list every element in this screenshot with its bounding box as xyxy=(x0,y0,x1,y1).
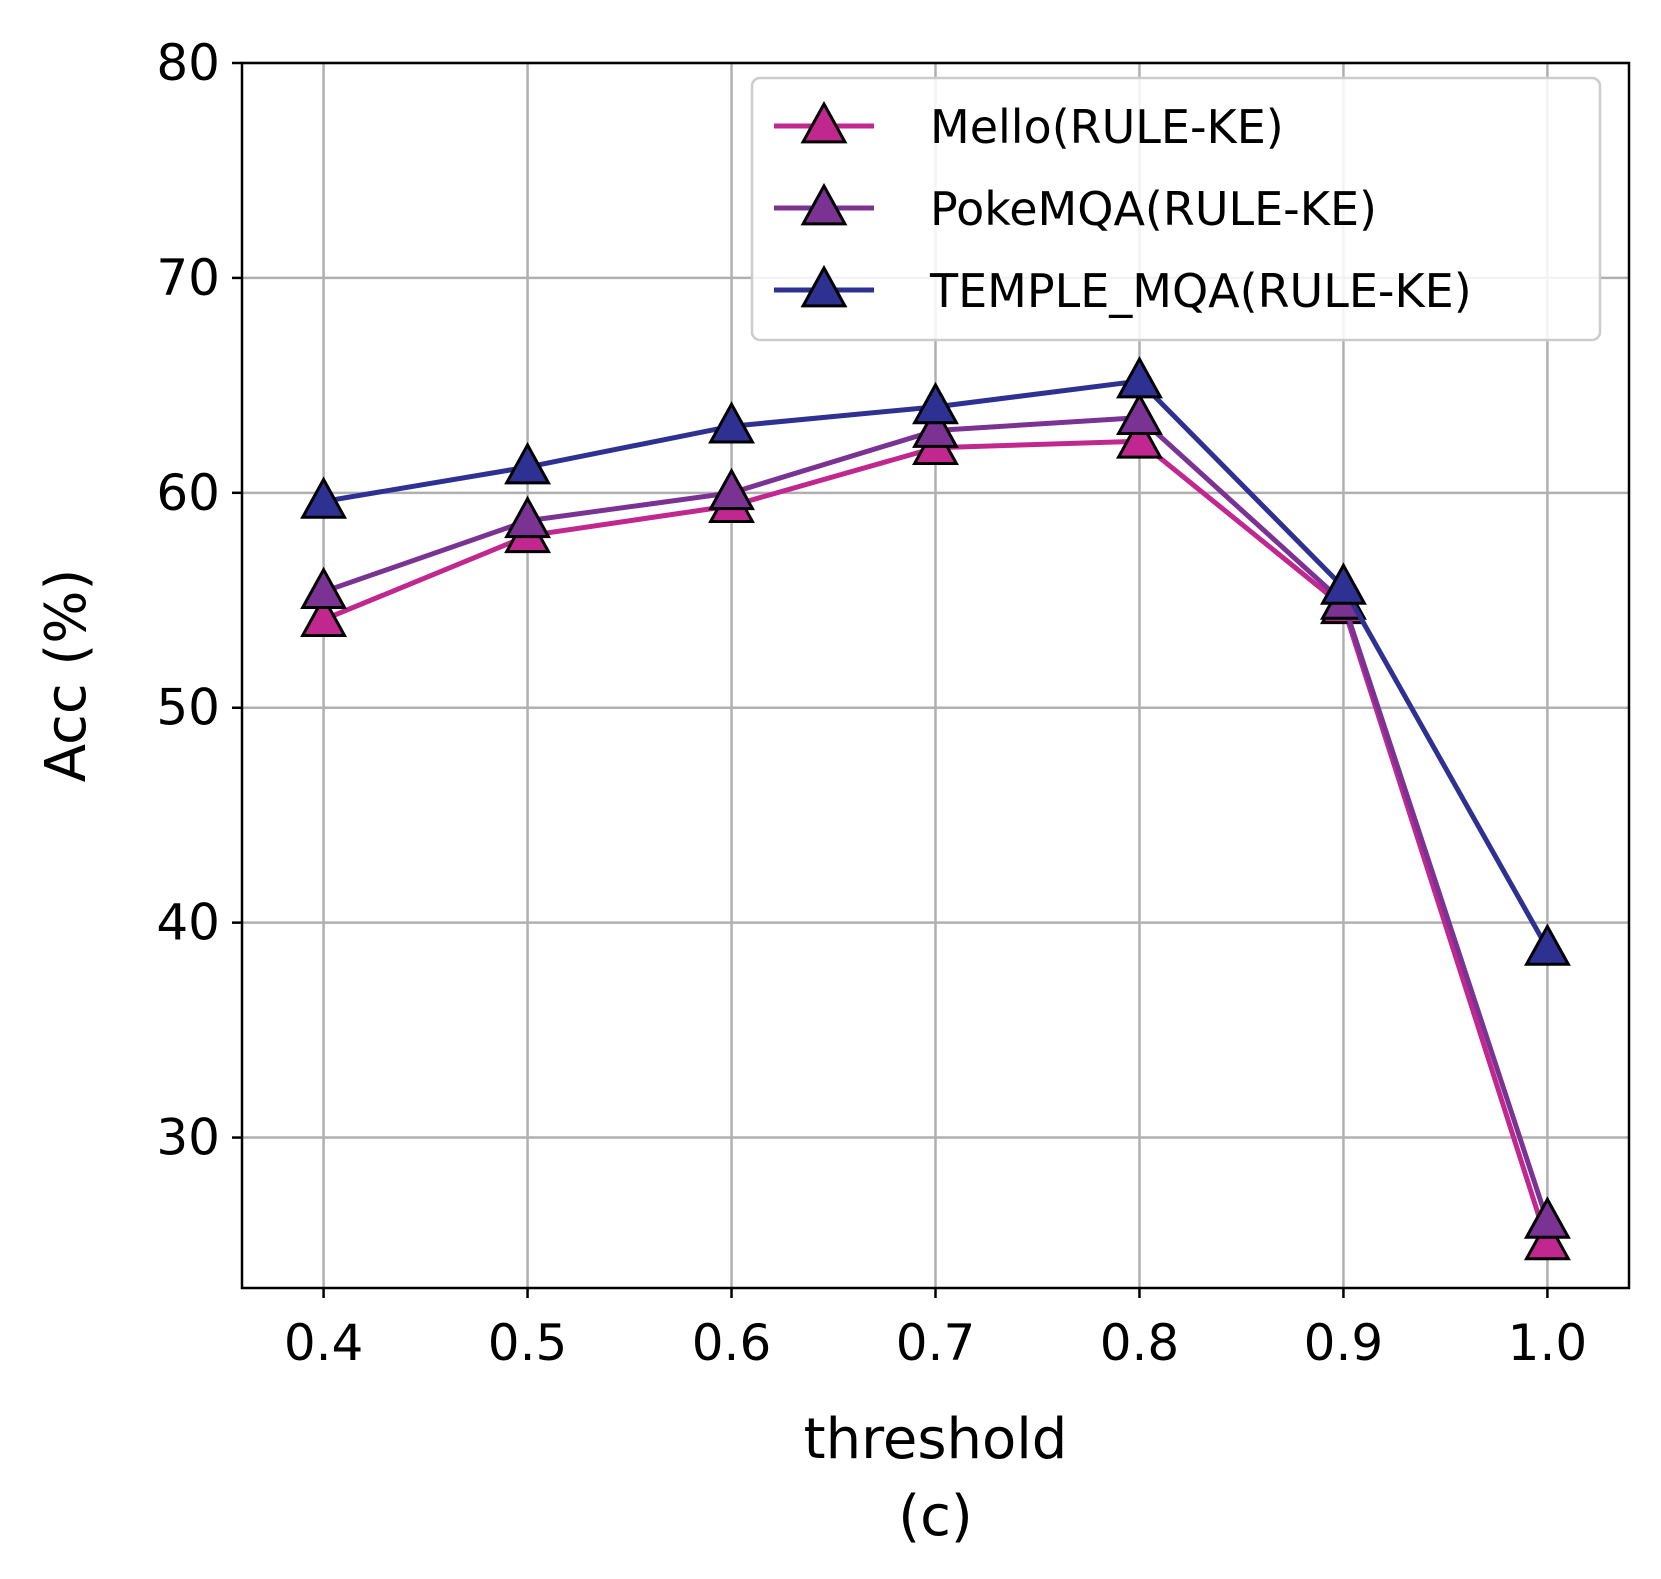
x-tick-label: 0.7 xyxy=(896,1314,976,1372)
figure-caption: (c) xyxy=(898,1484,972,1549)
series-3 xyxy=(300,355,1571,966)
x-tick-label: 0.4 xyxy=(284,1314,364,1372)
data-point-marker xyxy=(300,476,348,519)
y-tick-label: 50 xyxy=(156,679,220,737)
data-point-marker xyxy=(300,566,348,610)
legend-marker xyxy=(800,100,848,144)
legend-label: PokeMQA(RULE-KE) xyxy=(930,182,1377,236)
y-tick-label: 30 xyxy=(156,1109,220,1167)
x-tick-label: 1.0 xyxy=(1508,1314,1588,1372)
x-axis-title: threshold xyxy=(804,1407,1068,1472)
data-point-marker xyxy=(708,401,755,444)
legend-label: Mello(RULE-KE) xyxy=(930,100,1284,154)
x-tick-label: 0.8 xyxy=(1100,1314,1180,1372)
y-axis-title: Acc (%) xyxy=(34,569,99,783)
legend: Mello(RULE-KE) PokeMQA(RULE-KE) TEMPLE_MQA… xyxy=(750,76,1602,342)
data-point-marker xyxy=(300,594,348,637)
data-point-marker xyxy=(1116,416,1163,459)
data-point-marker xyxy=(1523,923,1571,966)
y-tick-label: 70 xyxy=(156,249,220,307)
data-point-marker xyxy=(912,381,959,425)
legend-item: Mello(RULE-KE) xyxy=(774,100,1284,154)
legend-box xyxy=(750,76,1602,342)
data-point-marker xyxy=(504,441,552,485)
legend-item: PokeMQA(RULE-KE) xyxy=(774,182,1377,236)
data-point-marker xyxy=(708,467,755,511)
x-tick-label: 0.5 xyxy=(488,1314,568,1372)
x-tick-label: 0.6 xyxy=(692,1314,772,1372)
legend-label: TEMPLE_MQA(RULE-KE) xyxy=(929,264,1472,318)
data-point-marker xyxy=(1523,1196,1571,1239)
data-point-marker xyxy=(1523,1217,1571,1261)
data-point-marker xyxy=(504,495,552,539)
data-point-marker xyxy=(1116,392,1163,435)
y-tick-label: 80 xyxy=(156,34,220,92)
data-point-marker xyxy=(912,405,959,448)
data-point-marker xyxy=(1319,562,1367,605)
axis-ticks: 0.4 0.5 0.6 0.7 0.8 0.9 1.0 30 40 50 60 70 80 xyxy=(156,34,1587,1372)
legend-marker xyxy=(800,182,848,226)
y-tick-label: 60 xyxy=(156,464,220,522)
x-tick-label: 0.9 xyxy=(1304,1314,1384,1372)
legend-item: TEMPLE_MQA(RULE-KE) xyxy=(774,264,1472,318)
legend-marker xyxy=(800,264,848,308)
data-point-marker xyxy=(1116,355,1163,399)
series-layer xyxy=(300,355,1571,1261)
y-tick-label: 40 xyxy=(156,894,220,952)
